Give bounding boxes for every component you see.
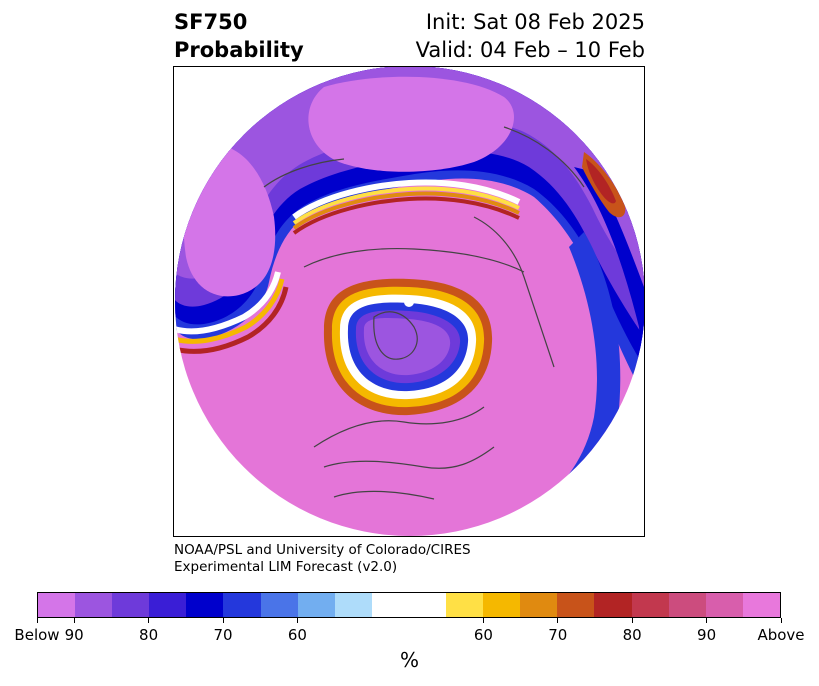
credit-text: NOAA/PSL and University of Colorado/CIRE… [174, 542, 471, 576]
map-title: SF750 Probability [174, 8, 304, 64]
probability-field [175, 67, 644, 536]
colorbar-tick [557, 618, 559, 623]
colorbar-segment [371, 593, 447, 617]
colorbar-unit-label: % [399, 648, 419, 672]
colorbar-segment [483, 593, 521, 617]
colorbar-tick-label: 80 [622, 626, 642, 644]
colorbar-tick [706, 618, 708, 623]
colorbar [37, 592, 781, 618]
colorbar-segment [260, 593, 298, 617]
colorbar-segment [742, 593, 780, 617]
colorbar-segment [223, 593, 261, 617]
polar-map [175, 67, 644, 536]
colorbar-tick-labels: Below 90 80 70 60 60 70 80 90 Above [0, 626, 819, 646]
colorbar-segment [668, 593, 706, 617]
colorbar-tick-label: 70 [213, 626, 233, 644]
colorbar-tick [36, 618, 38, 623]
colorbar-segment [705, 593, 743, 617]
colorbar-segment [75, 593, 113, 617]
colorbar-tick [222, 618, 224, 623]
forecast-dates: Init: Sat 08 Feb 2025 Valid: 04 Feb – 10… [416, 8, 645, 64]
north-pole-marker [404, 297, 414, 307]
colorbar-segment [557, 593, 595, 617]
colorbar-tick-label: 60 [473, 626, 493, 644]
colorbar-tick-label: 90 [697, 626, 717, 644]
colorbar-tick [296, 618, 298, 623]
colorbar-tick-label: Below [14, 626, 60, 644]
colorbar-tick [482, 618, 484, 623]
colorbar-segment [297, 593, 335, 617]
colorbar-segment [520, 593, 558, 617]
colorbar-segment [334, 593, 372, 617]
map-panel [173, 66, 645, 537]
init-date: Init: Sat 08 Feb 2025 [425, 10, 645, 34]
colorbar-segment [631, 593, 669, 617]
colorbar-tickmarks [0, 618, 819, 624]
colorbar-segment [186, 593, 224, 617]
colorbar-tick-label: 60 [287, 626, 307, 644]
credit-line-2: Experimental LIM Forecast (v2.0) [174, 559, 398, 575]
variable-subtitle: Probability [174, 38, 304, 62]
colorbar-segment [149, 593, 187, 617]
colorbar-tick-label: 70 [548, 626, 568, 644]
colorbar-tick [148, 618, 150, 623]
colorbar-segment [594, 593, 632, 617]
variable-name: SF750 [174, 10, 248, 34]
colorbar-tick-label: 80 [139, 626, 159, 644]
colorbar-tick [780, 618, 782, 623]
colorbar-tick [73, 618, 75, 623]
valid-range: Valid: 04 Feb – 10 Feb [415, 38, 645, 62]
colorbar-segment [112, 593, 150, 617]
credit-line-1: NOAA/PSL and University of Colorado/CIRE… [174, 542, 471, 558]
colorbar-tick [631, 618, 633, 623]
colorbar-tick-label: 90 [64, 626, 84, 644]
colorbar-tick-label: Above [757, 626, 805, 644]
colorbar-segment [38, 593, 76, 617]
colorbar-segment [446, 593, 484, 617]
